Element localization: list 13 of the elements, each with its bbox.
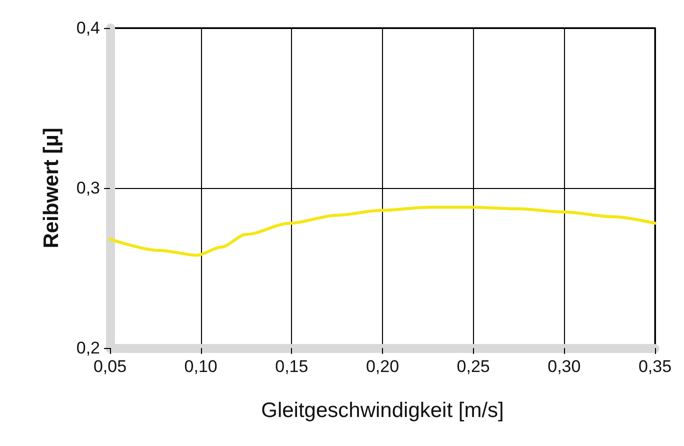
- x-tick-label: 0,30: [548, 357, 581, 376]
- x-tick-label: 0,05: [93, 357, 127, 376]
- y-axis-title: Reibwert [µ]: [40, 128, 63, 248]
- x-axis-title: Gleitgeschwindigkeit [m/s]: [261, 399, 504, 422]
- x-tick-label: 0,15: [275, 357, 308, 376]
- y-tick-label: 0,4: [76, 18, 100, 38]
- x-tick-label: 0,10: [184, 357, 218, 376]
- y-tick-label: 0,3: [76, 178, 100, 198]
- line-series: [108, 206, 656, 257]
- x-tick-label: 0,25: [456, 357, 490, 376]
- y-tick-label: 0,2: [76, 338, 100, 358]
- x-tick-label: 0,35: [638, 357, 672, 376]
- x-tick-label: 0,20: [366, 357, 400, 376]
